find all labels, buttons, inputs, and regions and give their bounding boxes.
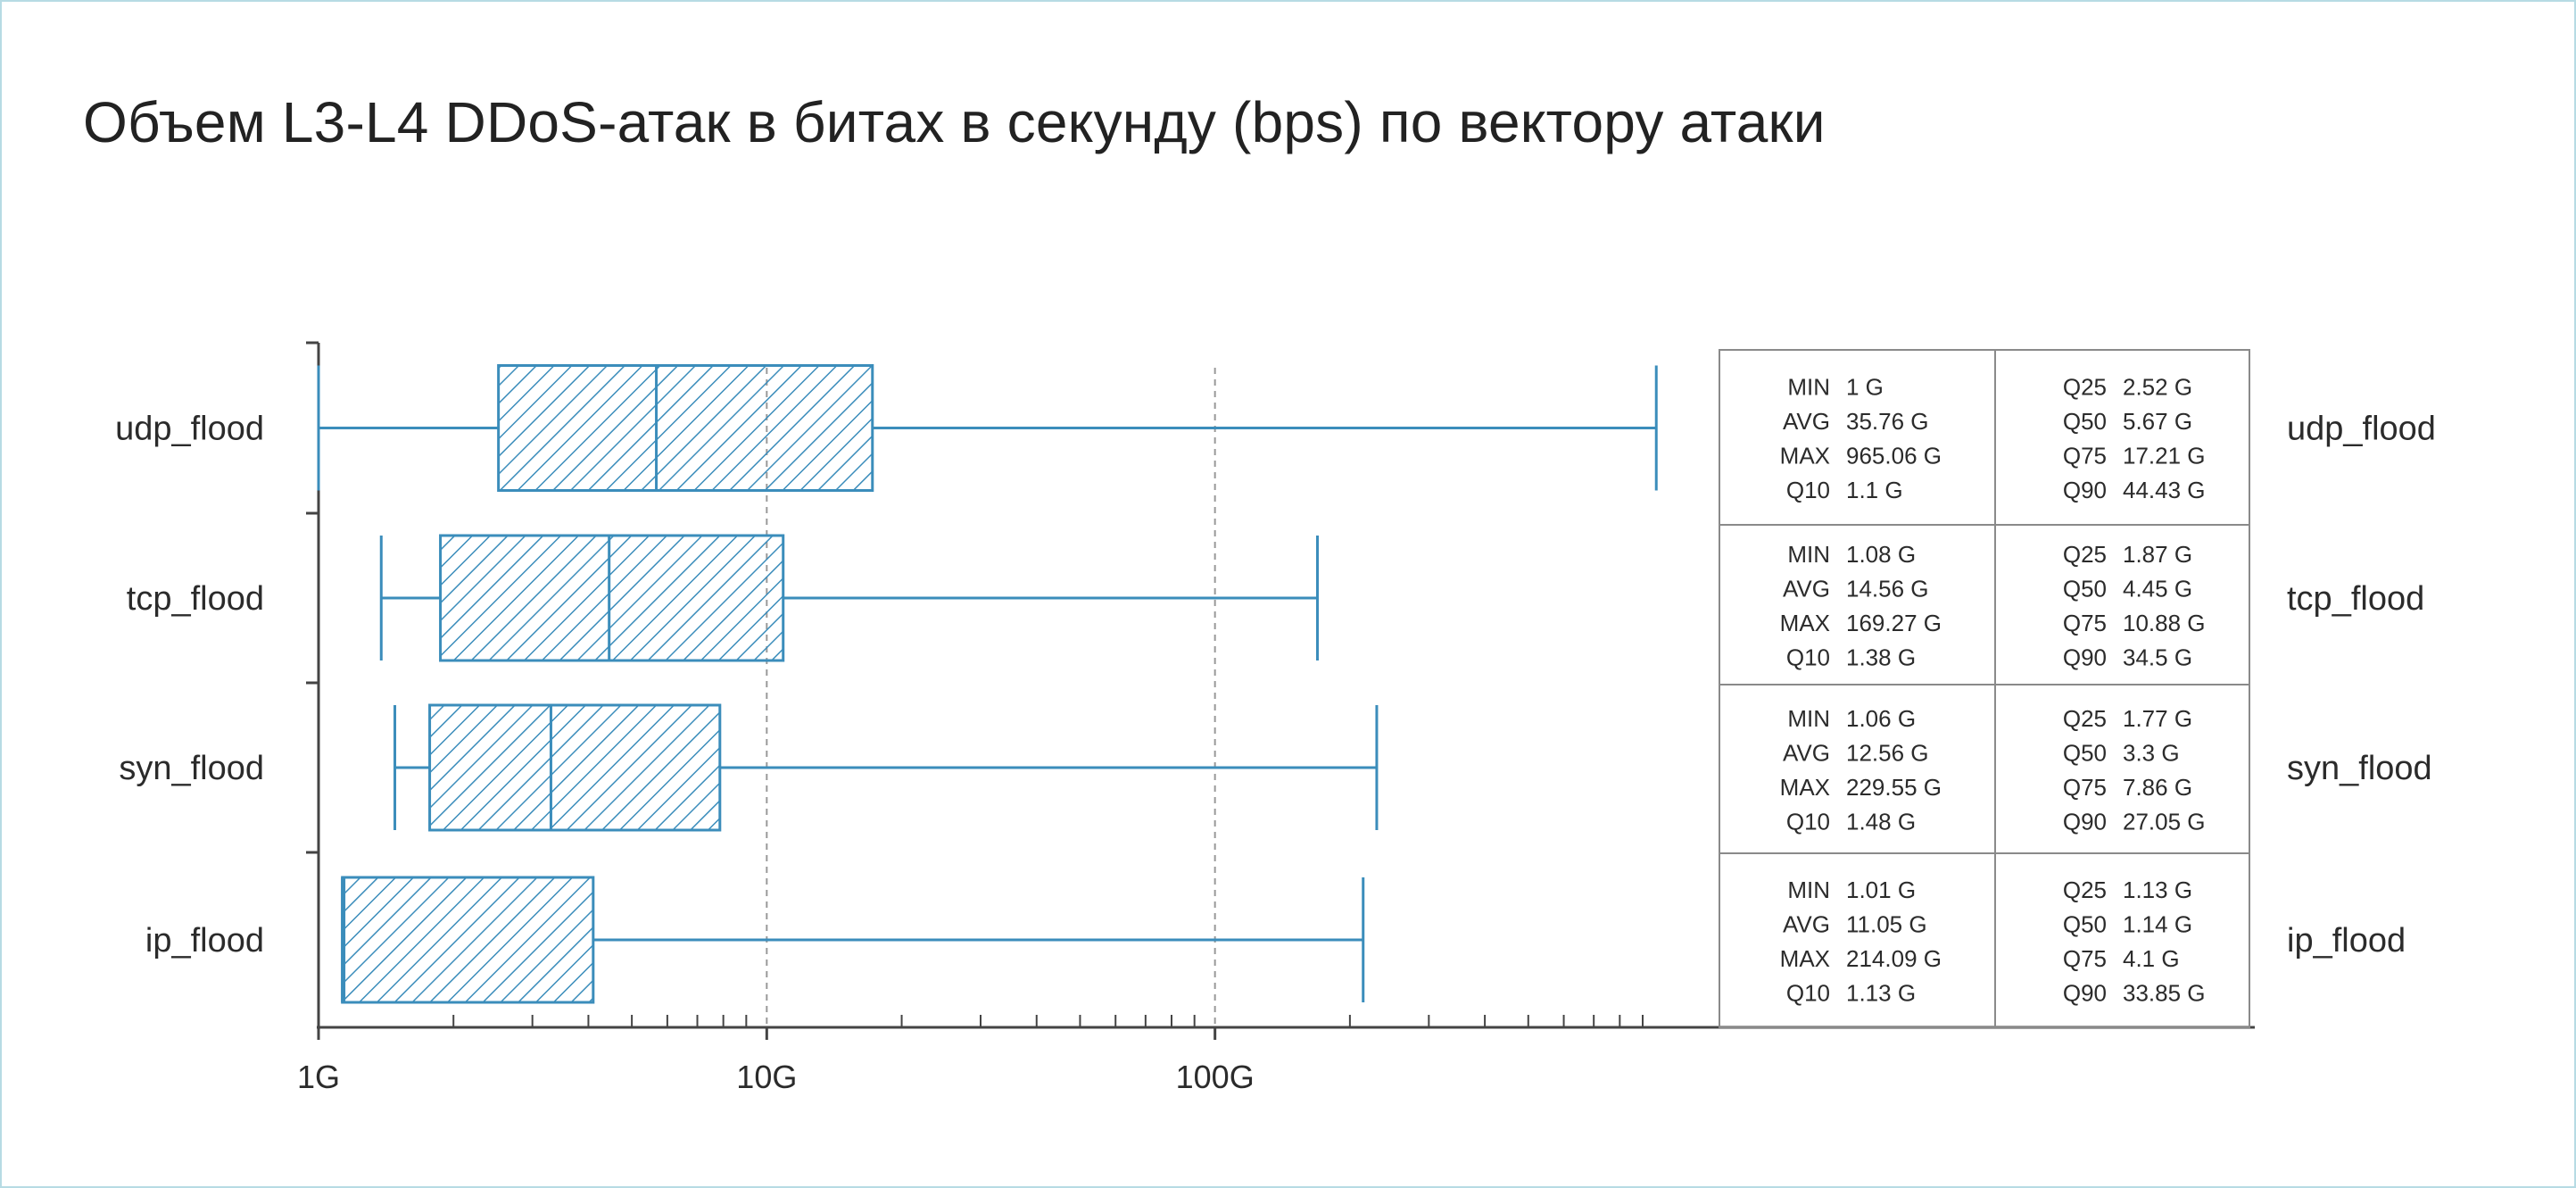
stat-key: Q50 <box>2063 408 2107 435</box>
stat-value: 12.56 G <box>1846 739 1929 766</box>
stat-value: 11.05 G <box>1846 910 1927 937</box>
box-syn_flood <box>393 703 1379 832</box>
stat-key: AVG <box>1783 910 1830 937</box>
stat-key: Q90 <box>2063 979 2107 1006</box>
stat-key: MIN <box>1787 876 1830 903</box>
stat-key: Q50 <box>2063 575 2107 602</box>
iqr-box <box>428 703 722 832</box>
stat-key: MAX <box>1780 945 1830 972</box>
stat-key: Q25 <box>2063 373 2107 400</box>
stat-key: MIN <box>1787 373 1830 400</box>
stat-value: 35.76 G <box>1846 408 1929 435</box>
stat-value: 10.88 G <box>2123 610 2206 636</box>
stat-key: Q75 <box>2063 945 2107 972</box>
category-label-right: udp_flood <box>2287 411 2436 448</box>
stat-value: 1.77 G <box>2123 705 2192 732</box>
stat-value: 7.86 G <box>2123 774 2192 801</box>
stat-key: Q10 <box>1786 477 1830 503</box>
box-udp_flood <box>317 364 1658 492</box>
x-tick-label: 10G <box>736 1059 797 1095</box>
stat-value: 34.5 G <box>2123 644 2192 670</box>
stat-key: Q75 <box>2063 610 2107 636</box>
stat-key: Q90 <box>2063 808 2107 835</box>
stat-value: 14.56 G <box>1846 575 1929 602</box>
stat-value: 1.14 G <box>2123 910 2192 937</box>
stat-key: Q50 <box>2063 910 2107 937</box>
box-tcp_flood <box>379 534 1319 662</box>
stat-key: Q10 <box>1786 979 1830 1006</box>
stat-key: MAX <box>1780 442 1830 469</box>
stat-key: Q25 <box>2063 876 2107 903</box>
stat-value: 1.38 G <box>1846 644 1916 670</box>
stat-key: MAX <box>1780 610 1830 636</box>
stat-value: 17.21 G <box>2123 442 2206 469</box>
stat-value: 4.45 G <box>2123 575 2192 602</box>
stat-value: 1.08 G <box>1846 541 1916 568</box>
stat-value: 1.06 G <box>1846 705 1916 732</box>
stat-value: 1.87 G <box>2123 541 2192 568</box>
stat-key: AVG <box>1783 408 1830 435</box>
x-tick-label: 1G <box>297 1059 340 1095</box>
stat-value: 5.67 G <box>2123 408 2192 435</box>
stat-key: Q25 <box>2063 705 2107 732</box>
x-tick-label: 100G <box>1176 1059 1255 1095</box>
category-label-right: syn_flood <box>2287 750 2432 787</box>
iqr-box <box>439 534 785 662</box>
category-label: syn_flood <box>119 750 264 787</box>
stat-key: Q10 <box>1786 644 1830 670</box>
stat-key: MAX <box>1780 774 1830 801</box>
stat-value: 1 G <box>1846 373 1884 400</box>
stat-value: 4.1 G <box>2123 945 2180 972</box>
stat-key: AVG <box>1783 575 1830 602</box>
stat-key: Q75 <box>2063 774 2107 801</box>
stat-value: 1.48 G <box>1846 808 1916 835</box>
chart-title: Объем L3-L4 DDoS-атак в битах в секунду … <box>83 90 1826 154</box>
stat-key: Q90 <box>2063 644 2107 670</box>
stat-value: 1.01 G <box>1846 876 1916 903</box>
stat-value: 2.52 G <box>2123 373 2192 400</box>
category-label: ip_flood <box>145 922 264 960</box>
stat-value: 1.13 G <box>1846 979 1916 1006</box>
stat-key: AVG <box>1783 739 1830 766</box>
stats-table <box>1719 349 2250 1028</box>
stat-value: 965.06 G <box>1846 442 1942 469</box>
stat-value: 1.1 G <box>1846 477 1903 503</box>
stat-value: 44.43 G <box>2123 477 2206 503</box>
iqr-box <box>497 364 874 492</box>
stat-value: 214.09 G <box>1846 945 1942 972</box>
category-label: udp_flood <box>115 411 264 448</box>
stat-key: Q50 <box>2063 739 2107 766</box>
category-label-right: ip_flood <box>2287 922 2406 960</box>
iqr-box <box>341 876 595 1004</box>
stat-key: Q10 <box>1786 808 1830 835</box>
category-label: tcp_flood <box>127 580 264 618</box>
stat-key: Q90 <box>2063 477 2107 503</box>
stat-value: 3.3 G <box>2123 739 2180 766</box>
stat-key: Q25 <box>2063 541 2107 568</box>
stat-value: 27.05 G <box>2123 808 2206 835</box>
stat-value: 33.85 G <box>2123 979 2206 1006</box>
stat-value: 1.13 G <box>2123 876 2192 903</box>
stat-key: MIN <box>1787 705 1830 732</box>
category-label-right: tcp_flood <box>2287 580 2424 618</box>
stat-value: 169.27 G <box>1846 610 1942 636</box>
box-ip_flood <box>341 876 1365 1004</box>
stat-key: Q75 <box>2063 442 2107 469</box>
stat-key: MIN <box>1787 541 1830 568</box>
stat-value: 229.55 G <box>1846 774 1942 801</box>
